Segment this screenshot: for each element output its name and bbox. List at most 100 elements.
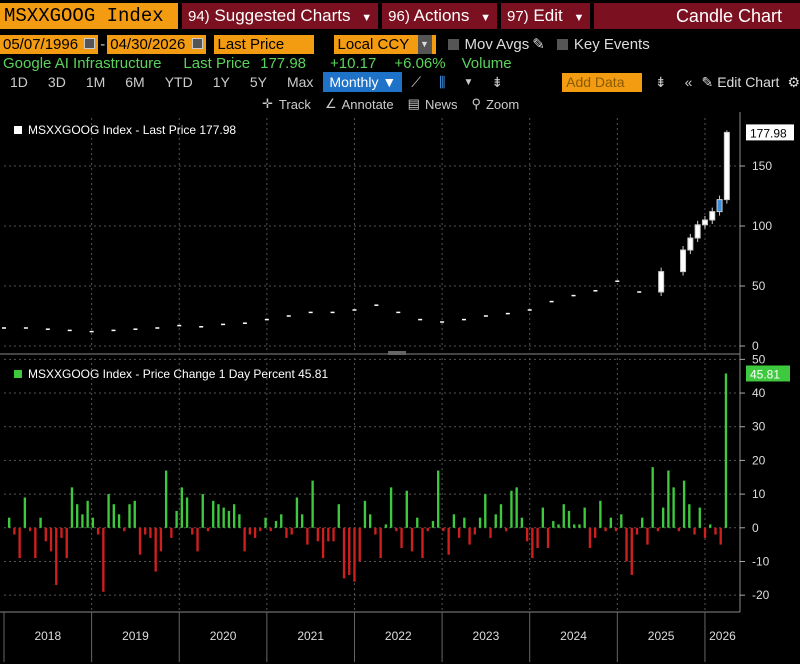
line-chart-icon[interactable]: ⟋ <box>411 73 422 90</box>
candle-body <box>687 237 694 251</box>
change-bar <box>609 517 613 528</box>
change-bar <box>379 527 382 559</box>
edit-menu[interactable]: 97) Edit ▼ <box>501 3 591 29</box>
gear-icon[interactable]: ⚙ <box>787 73 800 90</box>
change-bar <box>667 470 670 528</box>
change-bar <box>133 500 136 528</box>
start-date-field[interactable]: 05/07/1996 <box>0 34 99 54</box>
candle-icon[interactable]: ⫼ <box>439 73 446 90</box>
change-bar <box>536 527 539 548</box>
pencil-icon[interactable]: ✎ <box>701 73 714 90</box>
change-bar <box>562 504 565 528</box>
change-bar <box>269 527 272 532</box>
currency-select[interactable]: Local CCY ▼ <box>333 34 436 54</box>
mov-avgs-label: Mov Avgs <box>464 35 530 53</box>
candle-body <box>658 271 665 293</box>
track-button[interactable]: Track <box>278 96 311 112</box>
calendar-icon[interactable] <box>191 37 203 49</box>
chevron-down-icon: ▼ <box>417 34 432 54</box>
change-bar <box>442 527 445 532</box>
change-bar <box>714 527 717 535</box>
filter-icon[interactable]: ⇟ <box>654 73 667 90</box>
search-icon[interactable]: ⚲ <box>471 96 481 111</box>
change-bar <box>18 527 21 559</box>
change-bar <box>656 527 660 532</box>
change-bar <box>102 527 105 592</box>
change-bar <box>149 527 152 538</box>
timeframe-1y[interactable]: 1Y <box>212 74 230 90</box>
change-bar <box>593 527 597 538</box>
change-bar <box>400 527 403 548</box>
candle-body <box>709 211 716 221</box>
timeframe-ytd[interactable]: YTD <box>164 74 193 90</box>
pencil-icon[interactable]: ✎ <box>532 36 545 53</box>
change-bar <box>311 480 314 528</box>
change-bar <box>573 524 576 528</box>
add-data-input[interactable]: Add Data <box>562 72 642 92</box>
mov-avgs-checkbox[interactable] <box>447 38 459 50</box>
annotate-button[interactable]: Annotate <box>341 96 394 112</box>
timeframe-6m[interactable]: 6M <box>125 74 145 90</box>
end-date-value: 04/30/2026 <box>110 35 186 53</box>
frequency-select[interactable]: Monthly ▼ <box>323 72 403 92</box>
quote-line: Google AI Infrastructure Last Price 177.… <box>0 54 800 72</box>
key-events-checkbox[interactable] <box>556 38 568 50</box>
change-bar <box>348 527 351 575</box>
y-tick-label: 10 <box>752 487 766 501</box>
change-bar <box>175 510 178 528</box>
change-bar <box>295 497 299 528</box>
price-panel: MSXXGOOG Index - Last Price 177.98 <box>2 123 730 333</box>
timeframe-3d[interactable]: 3D <box>47 74 66 90</box>
change-bar <box>128 504 131 528</box>
x-tick-label: 2019 <box>122 629 149 643</box>
change-bar <box>499 504 503 528</box>
change-bar <box>327 527 330 542</box>
change-bar <box>510 490 513 528</box>
crosshair-icon[interactable]: ✛ <box>262 96 273 111</box>
zoom-button[interactable]: Zoom <box>485 96 520 112</box>
timeframe-1d[interactable]: 1D <box>10 74 28 90</box>
legend-swatch <box>14 370 22 378</box>
change-bar <box>196 527 199 552</box>
edit-chart-button[interactable]: Edit Chart <box>717 74 780 90</box>
last-price-label: Last Price <box>183 54 251 72</box>
candle-body <box>680 249 687 273</box>
actions-menu[interactable]: 96) Actions ▼ <box>382 3 497 29</box>
change-bar <box>693 527 696 535</box>
news-icon[interactable]: ▤ <box>407 96 420 111</box>
change-bar <box>557 524 560 528</box>
end-date-field[interactable]: 04/30/2026 <box>107 34 206 54</box>
change-bar <box>473 527 476 535</box>
change-bar <box>316 527 320 542</box>
y-tick-label: 0 <box>752 521 759 535</box>
change-bar <box>65 527 68 559</box>
volume-label: Volume <box>461 54 512 72</box>
change-bar <box>468 527 471 545</box>
timeframe-max[interactable]: Max <box>286 74 314 90</box>
timeframe-5y[interactable]: 5Y <box>249 74 267 90</box>
news-button[interactable]: News <box>424 96 458 112</box>
toolbar: 1D 3D 1M 6M YTD 1Y 5Y Max Monthly ▼ ⟋ ⫼ … <box>0 72 800 92</box>
change-bar <box>264 517 267 528</box>
timeframe-1m[interactable]: 1M <box>85 74 106 90</box>
y-tick-label: 0 <box>752 339 759 353</box>
price-chart[interactable]: MSXXGOOG Index - Last Price 177.98 MSXXG… <box>0 112 800 664</box>
x-tick-label: 2026 <box>709 629 736 643</box>
legend-swatch <box>14 126 22 134</box>
change-bar <box>253 527 257 538</box>
suggested-charts-menu[interactable]: 94) Suggested Charts ▼ <box>182 3 379 29</box>
change-bar <box>206 527 210 532</box>
change-bar <box>389 487 393 528</box>
annotate-icon[interactable]: ∠ <box>324 96 337 111</box>
ticker-input[interactable]: MSXXGOOG Index <box>0 3 178 29</box>
date-separator: - <box>100 35 106 53</box>
change-bar <box>635 527 639 535</box>
calendar-icon[interactable] <box>84 37 96 49</box>
title-bar: MSXXGOOG Index 94) Suggested Charts ▼ 96… <box>0 2 800 30</box>
change-bar <box>342 527 346 579</box>
collapse-icon[interactable]: « <box>684 74 693 90</box>
last-value-label: 177.98 <box>750 126 787 140</box>
filter-icon[interactable]: ⇟ <box>491 73 504 90</box>
chevron-down-icon[interactable]: ▼ <box>463 76 474 88</box>
field-select[interactable]: Last Price <box>213 34 314 54</box>
